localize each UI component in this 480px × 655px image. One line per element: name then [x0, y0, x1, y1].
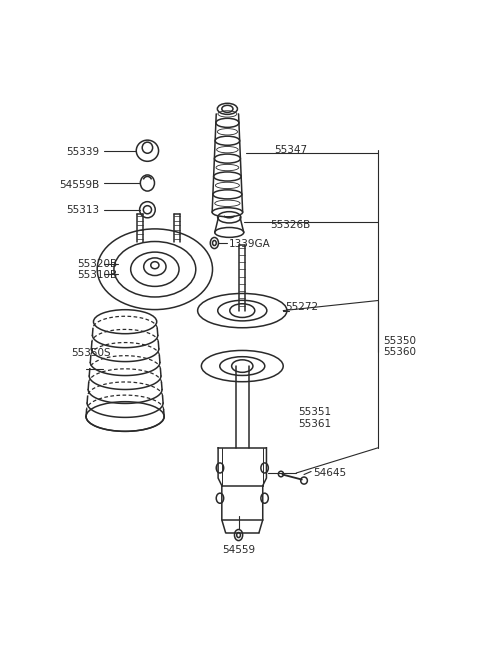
Text: 55351: 55351 [298, 407, 331, 417]
Text: 55360: 55360 [384, 347, 417, 357]
Text: 55310B: 55310B [77, 271, 117, 280]
Text: 55347: 55347 [274, 145, 307, 155]
Text: 54559B: 54559B [59, 179, 99, 189]
Text: 55350: 55350 [384, 336, 417, 346]
Text: 54645: 54645 [313, 468, 346, 478]
Text: 55313: 55313 [66, 205, 99, 215]
Text: 55350S: 55350S [71, 348, 111, 358]
Text: 55361: 55361 [298, 419, 331, 428]
Text: 55272: 55272 [285, 301, 318, 312]
Text: 55320B: 55320B [77, 259, 117, 269]
Text: 55326B: 55326B [270, 220, 311, 230]
Text: 55339: 55339 [66, 147, 99, 157]
Text: 1339GA: 1339GA [229, 239, 271, 249]
Text: 54559: 54559 [222, 545, 255, 555]
